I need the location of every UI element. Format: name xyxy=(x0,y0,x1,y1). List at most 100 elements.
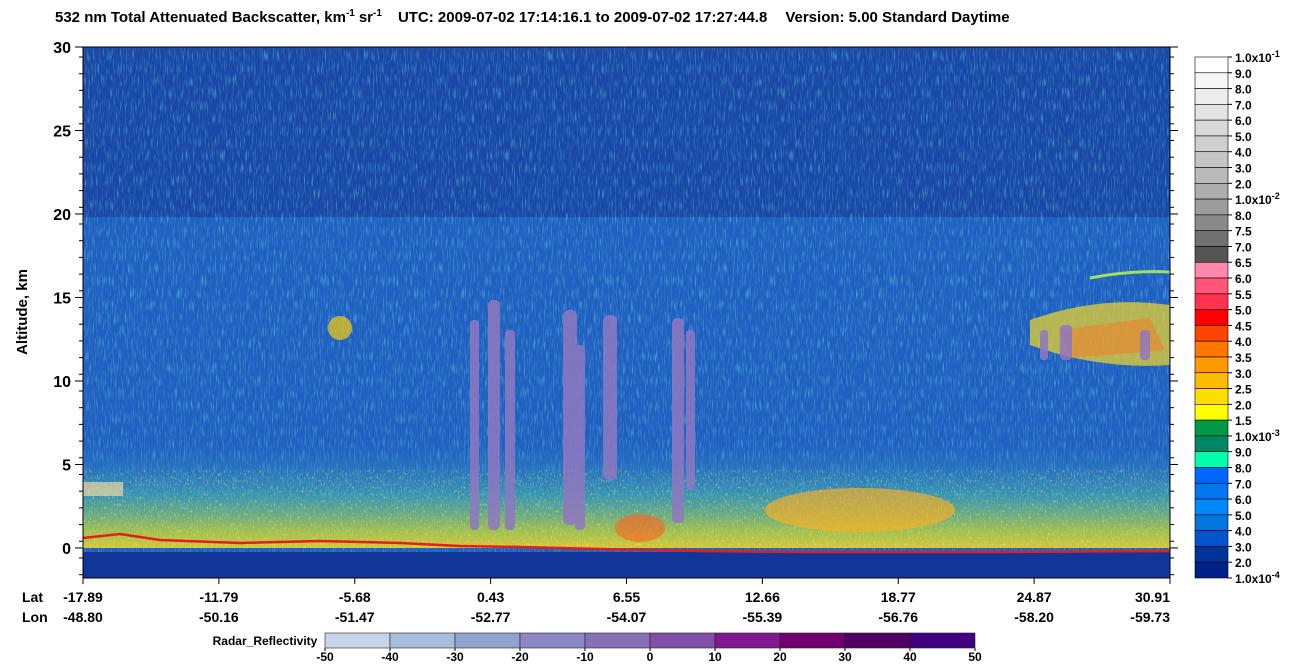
colorbar-label: 5.0 xyxy=(1235,304,1252,318)
title-sup: -1 xyxy=(373,8,382,19)
colorbar-segment xyxy=(1194,56,1229,74)
radar-tick-label: -10 xyxy=(576,650,594,664)
colorbar-segment xyxy=(1194,482,1229,500)
colorbar-segment xyxy=(1194,388,1229,405)
radar-colorbar-segment xyxy=(584,632,651,649)
colorbar-label-exp: -2 xyxy=(1272,191,1280,201)
radar-colorbar-segment xyxy=(519,632,586,649)
y-tick-label: 15 xyxy=(53,290,71,307)
colorbar-segment xyxy=(1194,88,1229,105)
x-tick-label: 24.87 xyxy=(1017,589,1052,605)
y-tick-label: 30 xyxy=(53,40,71,57)
radar-label: Radar_Reflectivity xyxy=(213,634,318,648)
colorbar-segment xyxy=(1194,151,1229,168)
colorbar-segment xyxy=(1194,419,1229,437)
colorbar-label-base: 1.0x10 xyxy=(1235,193,1272,207)
colorbar-segment xyxy=(1194,293,1229,310)
title-text: Version: 5.00 Standard Daytime xyxy=(785,9,1009,26)
radar-colorbar-segment xyxy=(714,632,781,649)
colorbar-segment xyxy=(1194,183,1229,200)
colorbar-label: 1.0x10-1 xyxy=(1235,49,1280,65)
colorbar-label-base: 1.0x10 xyxy=(1235,51,1272,65)
colorbar-segment xyxy=(1194,119,1229,137)
x-row-name: Lon xyxy=(22,609,48,625)
colorbar-label: 4.0 xyxy=(1235,335,1252,349)
x-tick-label: -58.20 xyxy=(1014,609,1054,625)
colorbar-label: 2.5 xyxy=(1235,383,1252,397)
y-tick-label: 25 xyxy=(53,123,71,140)
x-tick-label: -56.76 xyxy=(878,609,918,625)
colorbar-label: 1.0x10-3 xyxy=(1235,428,1280,444)
radar-colorbar-segment xyxy=(324,632,391,649)
radar-tick-label: -20 xyxy=(511,650,529,664)
radar-colorbar-segment xyxy=(909,632,976,649)
colorbar-segment xyxy=(1194,135,1229,153)
title-text: UTC: 2009-07-02 17:14:16.1 to 2009-07-02… xyxy=(398,9,767,26)
colorbar-label: 6.5 xyxy=(1235,256,1252,270)
radar-tick-label: 0 xyxy=(647,650,654,664)
colorbar-segment xyxy=(1194,246,1229,263)
colorbar-segment xyxy=(1194,261,1229,279)
colorbar-label-exp: -4 xyxy=(1272,570,1280,580)
colorbar-label: 7.0 xyxy=(1235,477,1252,491)
colorbar-segment xyxy=(1194,198,1229,216)
radar-tick-label: 30 xyxy=(838,650,852,664)
colorbar-segment xyxy=(1194,230,1229,247)
x-tick-label: -52.77 xyxy=(471,609,511,625)
colorbar-label: 8.0 xyxy=(1235,83,1252,97)
colorbar-label: 4.5 xyxy=(1235,319,1252,333)
colorbar-segment xyxy=(1194,104,1229,121)
backscatter-image xyxy=(83,47,1170,578)
colorbar-segment xyxy=(1194,467,1229,484)
radar-colorbar-segment xyxy=(779,632,846,649)
colorbar-segment xyxy=(1194,530,1229,547)
x-tick-label: -50.16 xyxy=(199,609,239,625)
colorbar-label-exp: -1 xyxy=(1272,49,1280,59)
x-tick-label: 12.66 xyxy=(745,589,780,605)
colorbar-label: 9.0 xyxy=(1235,67,1252,81)
colorbar-label: 2.0 xyxy=(1235,398,1252,412)
chart-title: 532 nm Total Attenuated Backscatter, km-… xyxy=(55,8,1010,26)
x-tick-label: 6.55 xyxy=(613,589,640,605)
colorbar-segment xyxy=(1194,451,1229,468)
colorbar-label: 8.0 xyxy=(1235,209,1252,223)
colorbar-segment xyxy=(1194,561,1229,579)
colorbar-segment xyxy=(1194,72,1229,89)
y-tick-label: 0 xyxy=(62,541,71,558)
colorbar-label: 6.0 xyxy=(1235,272,1252,286)
colorbar-segment xyxy=(1194,498,1229,516)
x-row-name: Lat xyxy=(22,589,43,605)
colorbar-label: 3.5 xyxy=(1235,351,1252,365)
colorbar-segment xyxy=(1194,514,1229,531)
colorbar-label-base: 1.0x10 xyxy=(1235,572,1272,586)
colorbar-label: 8.0 xyxy=(1235,461,1252,475)
x-tick-label: -59.73 xyxy=(1130,609,1170,625)
radar-tick-label: 50 xyxy=(968,650,982,664)
y-tick-label: 5 xyxy=(62,457,71,474)
colorbar-segment xyxy=(1194,546,1229,563)
x-tick-label: -54.07 xyxy=(607,609,647,625)
colorbar-segment xyxy=(1194,356,1229,374)
colorbar-label: 7.5 xyxy=(1235,225,1252,239)
colorbar-label: 5.0 xyxy=(1235,130,1252,144)
title-sup: -1 xyxy=(346,8,355,19)
colorbar-label-exp: -3 xyxy=(1272,428,1280,438)
y-tick-label: 10 xyxy=(53,374,71,391)
colorbar-label: 3.0 xyxy=(1235,367,1252,381)
title-text: sr xyxy=(359,9,373,26)
x-tick-label: -51.47 xyxy=(335,609,375,625)
colorbar-label: 5.5 xyxy=(1235,288,1252,302)
colorbar-segment xyxy=(1194,214,1229,231)
title-text: 532 nm Total Attenuated Backscatter, km xyxy=(55,9,346,26)
radar-tick-label: 10 xyxy=(708,650,722,664)
colorbar-segment xyxy=(1194,404,1229,421)
radar-tick-label: -50 xyxy=(316,650,334,664)
y-axis-label: Altitude, km xyxy=(14,269,31,355)
radar-colorbar-segment xyxy=(389,632,456,649)
radar-tick-label: -40 xyxy=(381,650,399,664)
y-tick-label: 20 xyxy=(53,207,71,224)
x-tick-label: 0.43 xyxy=(477,589,504,605)
colorbar-label: 9.0 xyxy=(1235,446,1252,460)
